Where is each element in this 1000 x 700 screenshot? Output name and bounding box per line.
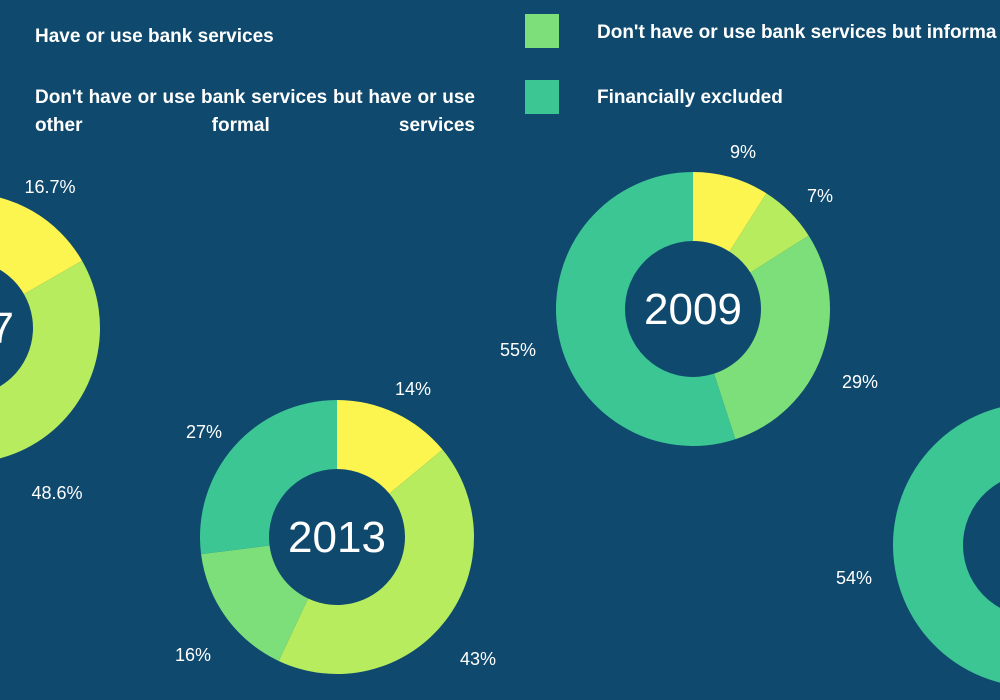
donut-slice xyxy=(729,193,809,273)
legend-swatch-excluded xyxy=(525,80,559,114)
slice-percent-label: 29% xyxy=(842,372,878,392)
donut-center-year: 2009 xyxy=(644,285,742,334)
donut-slice xyxy=(201,545,309,661)
legend-swatch-informal xyxy=(525,14,559,48)
donut-2017: 2017 16.7% 48.6% xyxy=(0,177,100,503)
slice-percent-label: 43% xyxy=(460,649,496,669)
slice-percent-label: 9% xyxy=(730,142,756,162)
slice-percent-label: 16% xyxy=(175,645,211,665)
donut-2013: 2013 14% 43% 16% 27% xyxy=(175,379,496,674)
slice-percent-label: 27% xyxy=(186,422,222,442)
donut-slice xyxy=(337,400,443,494)
slice-percent-label: 14% xyxy=(395,379,431,399)
donut-slice xyxy=(893,407,1000,683)
legend-label-informal: Don't have or use bank services but info… xyxy=(597,22,997,43)
slice-percent-label: 16.7% xyxy=(24,177,75,197)
slice-percent-label: 7% xyxy=(807,186,833,206)
donut-slice xyxy=(714,235,830,440)
legend-label-formal: Don't have or use bank services but have… xyxy=(35,87,475,136)
donut-slice xyxy=(0,197,83,295)
donut-2009: 2009 9% 7% 29% 55% xyxy=(500,142,878,446)
donut-slice xyxy=(0,260,100,459)
donut-center-year: 2017 xyxy=(0,304,14,353)
legend-label-excluded: Financially excluded xyxy=(597,87,783,108)
slice-percent-label: 55% xyxy=(500,340,536,360)
slice-percent-label: 48.6% xyxy=(31,483,82,503)
donut-slice xyxy=(200,400,337,555)
slice-percent-label: 54% xyxy=(836,568,872,588)
donut-center-year: 2013 xyxy=(288,513,386,562)
legend-label-bank: Have or use bank services xyxy=(35,26,274,47)
donut-slice xyxy=(693,172,767,252)
donut-slice xyxy=(278,449,474,674)
donut-slice xyxy=(555,172,736,446)
donut-2: 254% xyxy=(836,407,1000,683)
